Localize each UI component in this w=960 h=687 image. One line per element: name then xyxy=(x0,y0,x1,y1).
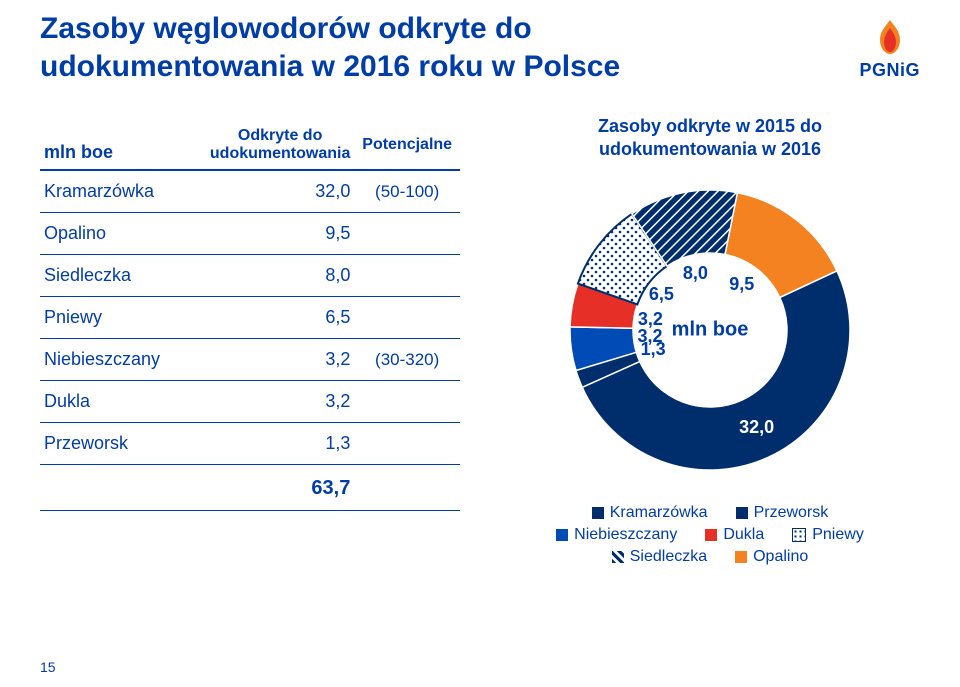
row-value: 3,2 xyxy=(206,339,354,381)
brand-logo: PGNiG xyxy=(859,18,920,81)
slice-value-label: 8,0 xyxy=(683,263,708,284)
legend-label: Kramarzówka xyxy=(610,504,708,522)
legend-item: Przeworsk xyxy=(736,504,829,522)
table-row: Dukla3,2 xyxy=(40,381,460,423)
legend-swatch xyxy=(736,507,748,519)
row-value: 32,0 xyxy=(206,170,354,213)
row-name: Pniewy xyxy=(40,297,206,339)
slice-value-label: 32,0 xyxy=(739,417,774,438)
data-table: mln boe Odkryte do udokumentowania Poten… xyxy=(40,115,460,566)
legend-item: Siedleczka xyxy=(612,548,707,566)
table-col1: Odkryte do udokumentowania xyxy=(210,127,350,162)
table-row: Przeworsk1,3 xyxy=(40,423,460,465)
legend-label: Dukla xyxy=(723,526,764,544)
legend-swatch xyxy=(792,528,806,542)
page-number: 15 xyxy=(40,659,56,675)
row-value: 9,5 xyxy=(206,213,354,255)
legend-swatch xyxy=(612,551,624,563)
title-line1: Zasoby węglowodorów odkryte do xyxy=(40,12,532,45)
table-total: 63,7 xyxy=(206,465,354,511)
chart-center-label: mln boe xyxy=(672,318,749,341)
chart-title-line2: udokumentowania w 2016 xyxy=(599,139,821,159)
row-note xyxy=(354,381,460,423)
row-note xyxy=(354,255,460,297)
row-name: Kramarzówka xyxy=(40,170,206,213)
legend-item: Pniewy xyxy=(792,526,864,544)
donut-chart: Zasoby odkryte w 2015 do udokumentowania… xyxy=(500,115,920,566)
legend-item: Dukla xyxy=(705,526,764,544)
row-note: (30-320) xyxy=(354,339,460,381)
slice-value-label: 6,5 xyxy=(649,284,674,305)
table-row: Pniewy6,5 xyxy=(40,297,460,339)
legend-label: Opalino xyxy=(753,548,808,566)
row-name: Niebieszczany xyxy=(40,339,206,381)
slice-value-label: 9,5 xyxy=(729,274,754,295)
table-row: Kramarzówka32,0(50-100) xyxy=(40,170,460,213)
row-note xyxy=(354,213,460,255)
legend-swatch xyxy=(705,529,717,541)
row-note xyxy=(354,297,460,339)
table-axis-label: mln boe xyxy=(44,142,113,162)
legend-swatch xyxy=(592,507,604,519)
slice-value-label: 3,2 xyxy=(638,309,663,330)
legend-label: Niebieszczany xyxy=(574,526,677,544)
row-note: (50-100) xyxy=(354,170,460,213)
table-row: Opalino9,5 xyxy=(40,213,460,255)
row-note xyxy=(354,423,460,465)
row-name: Siedleczka xyxy=(40,255,206,297)
row-name: Dukla xyxy=(40,381,206,423)
table-row: Siedleczka8,0 xyxy=(40,255,460,297)
row-value: 3,2 xyxy=(206,381,354,423)
legend-label: Siedleczka xyxy=(630,548,707,566)
legend-swatch xyxy=(556,529,568,541)
legend-item: Opalino xyxy=(735,548,808,566)
title-line2: udokumentowania w 2016 roku w Polsce xyxy=(40,50,620,83)
row-value: 6,5 xyxy=(206,297,354,339)
page-title: Zasoby węglowodorów odkryte do udokument… xyxy=(40,10,620,85)
legend-label: Przeworsk xyxy=(754,504,829,522)
table-col2: Potencjalne xyxy=(362,136,452,153)
row-value: 1,3 xyxy=(206,423,354,465)
flame-icon xyxy=(866,18,914,58)
chart-title-line1: Zasoby odkryte w 2015 do xyxy=(598,116,822,136)
row-value: 8,0 xyxy=(206,255,354,297)
legend-swatch xyxy=(735,551,747,563)
legend-item: Kramarzówka xyxy=(592,504,708,522)
logo-text: PGNiG xyxy=(859,60,920,81)
legend-item: Niebieszczany xyxy=(556,526,677,544)
legend-label: Pniewy xyxy=(812,526,864,544)
row-name: Przeworsk xyxy=(40,423,206,465)
table-total-row: 63,7 xyxy=(40,465,460,511)
slice-value-label: 3,2 xyxy=(638,326,663,347)
table-row: Niebieszczany3,2(30-320) xyxy=(40,339,460,381)
row-name: Opalino xyxy=(40,213,206,255)
